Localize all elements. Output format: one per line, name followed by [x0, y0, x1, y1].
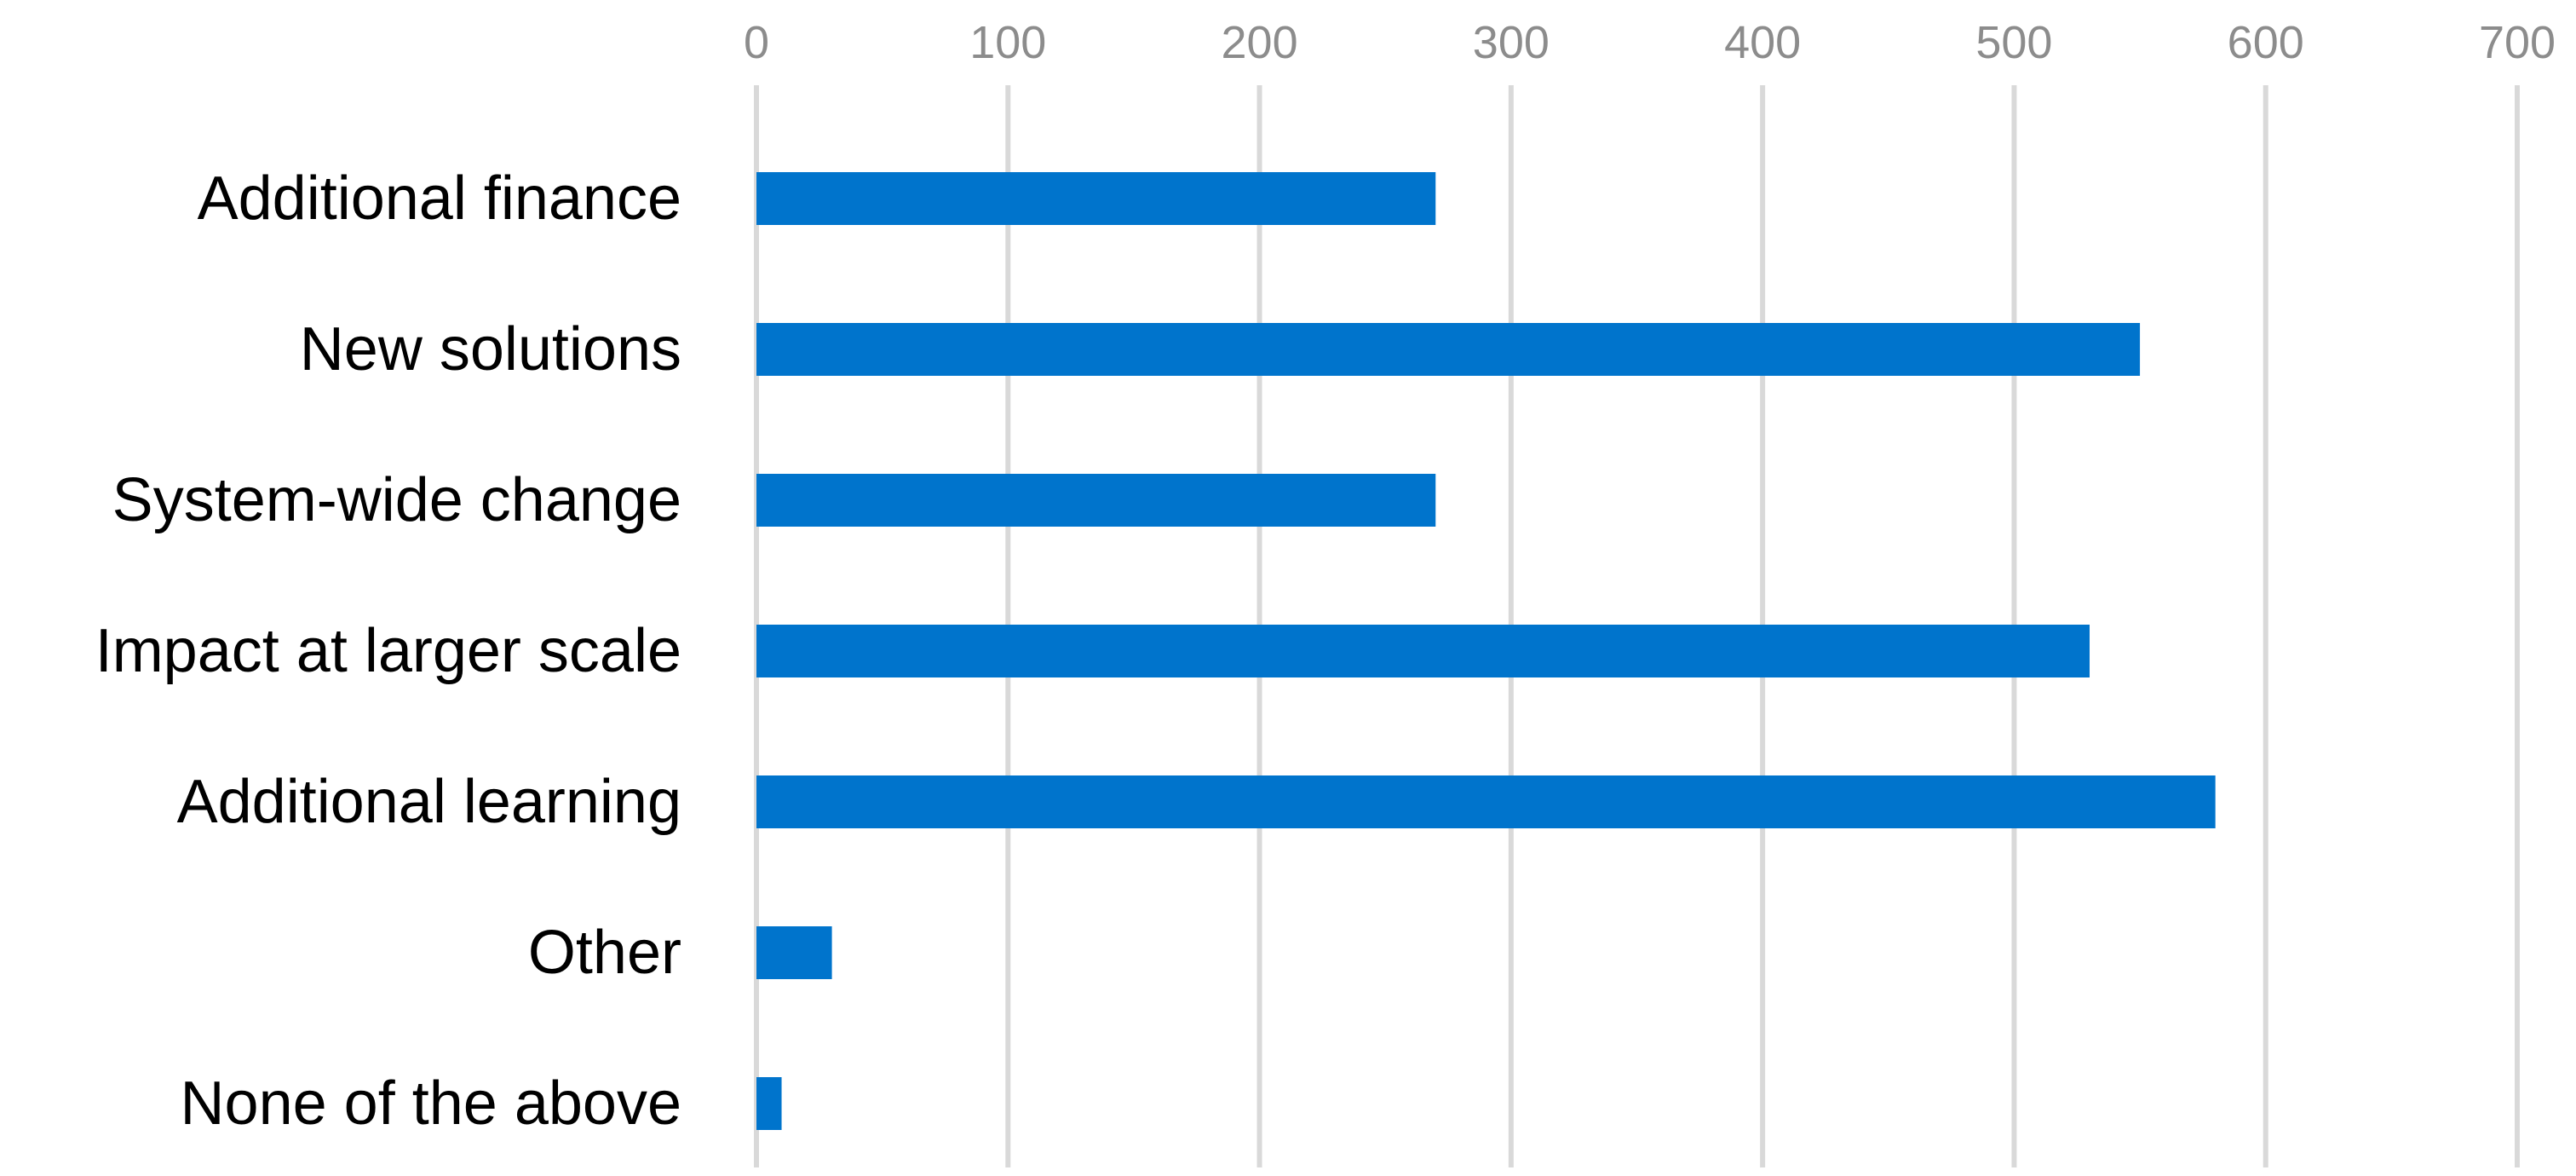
- x-tick-label-400: 400: [1724, 17, 1801, 68]
- category-label-impact-at-larger-scale: Impact at larger scale: [95, 617, 681, 685]
- category-label-new-solutions: New solutions: [300, 315, 681, 383]
- x-tick-label-600: 600: [2228, 17, 2304, 68]
- x-tick-label-200: 200: [1222, 17, 1298, 68]
- category-labels: Additional finance New solutions System-wi…: [95, 164, 681, 1138]
- bar-new-solutions: [756, 323, 2141, 376]
- bars: [756, 172, 2216, 1130]
- category-label-system-wide-change: System-wide change: [112, 466, 681, 534]
- x-tick-label-100: 100: [969, 17, 1046, 68]
- category-label-none-of-the-above: None of the above: [181, 1069, 681, 1138]
- x-axis-ticks: 0 100 200 300 400 500 600 700: [744, 17, 2556, 68]
- x-tick-label-0: 0: [744, 17, 769, 68]
- bar-additional-finance: [756, 172, 1436, 225]
- bar-impact-at-larger-scale: [756, 625, 2090, 677]
- x-tick-label-500: 500: [1975, 17, 2052, 68]
- bar-additional-learning: [756, 775, 2216, 828]
- x-tick-label-300: 300: [1473, 17, 1550, 68]
- category-label-additional-finance: Additional finance: [198, 164, 681, 233]
- x-tick-label-700: 700: [2479, 17, 2556, 68]
- bar-system-wide-change: [756, 474, 1436, 527]
- category-label-additional-learning: Additional learning: [177, 768, 681, 836]
- bar-other: [756, 926, 832, 979]
- bar-none-of-the-above: [756, 1077, 782, 1130]
- category-label-other: Other: [528, 919, 681, 987]
